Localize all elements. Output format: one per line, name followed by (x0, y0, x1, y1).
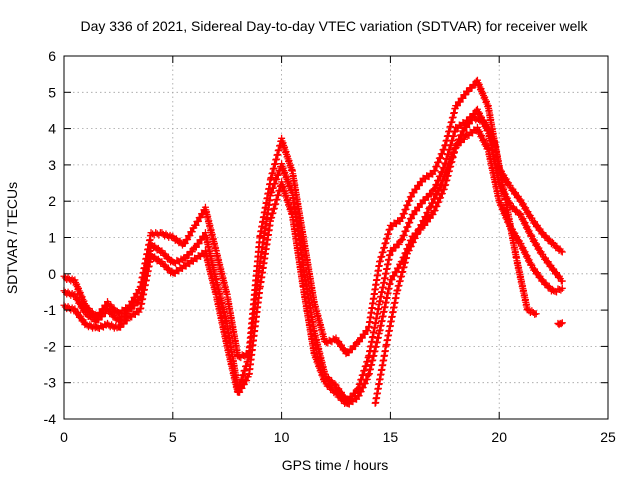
data-point (453, 102, 461, 110)
x-axis-label: GPS time / hours (282, 457, 389, 473)
y-tick-label: -1 (44, 302, 57, 318)
data-point (197, 213, 205, 221)
data-point (181, 239, 189, 247)
data-point (395, 241, 403, 249)
data-point (410, 211, 418, 218)
y-tick-label: -3 (44, 375, 57, 391)
data-point (558, 248, 566, 256)
data-point (364, 327, 372, 335)
data-points (60, 76, 566, 408)
y-tick-label: -2 (44, 338, 57, 354)
y-tick-label: 2 (48, 193, 56, 209)
data-point (415, 203, 423, 211)
x-tick-label: 20 (491, 429, 507, 445)
y-tick-label: 4 (48, 121, 56, 137)
data-point (188, 248, 196, 256)
data-point (358, 334, 366, 342)
data-point (456, 98, 464, 106)
data-point (352, 342, 360, 350)
data-point (192, 221, 200, 229)
data-point (413, 207, 421, 215)
data-point (153, 230, 161, 238)
grid-lines (64, 56, 608, 419)
y-tick-label: 1 (48, 230, 56, 246)
y-tick-label: 6 (48, 48, 56, 64)
data-point (192, 243, 200, 251)
data-point (195, 240, 203, 248)
data-point (186, 232, 194, 240)
y-tick-label: -4 (44, 411, 57, 427)
data-point (184, 235, 192, 243)
y-tick-label: 5 (48, 84, 56, 100)
x-tick-label: 10 (274, 429, 290, 445)
y-tick-label: 0 (48, 266, 56, 282)
data-point (356, 338, 364, 346)
data-point (134, 299, 142, 307)
data-point (459, 94, 467, 102)
data-point (361, 330, 369, 338)
x-tick-label: 15 (383, 429, 399, 445)
x-tick-label: 5 (169, 429, 177, 445)
data-point (410, 189, 418, 197)
data-point (194, 217, 202, 225)
y-axis-label: SDTVAR / TECUs (4, 182, 20, 294)
x-tick-label: 25 (600, 429, 616, 445)
data-point (557, 247, 565, 255)
chart-title: Day 336 of 2021, Sidereal Day-to-day VTE… (80, 18, 588, 34)
data-point (428, 190, 436, 198)
data-point (415, 181, 423, 189)
data-point (413, 185, 421, 193)
x-tick-label: 0 (60, 429, 68, 445)
y-tick-label: 3 (48, 157, 56, 173)
data-point (188, 228, 196, 236)
